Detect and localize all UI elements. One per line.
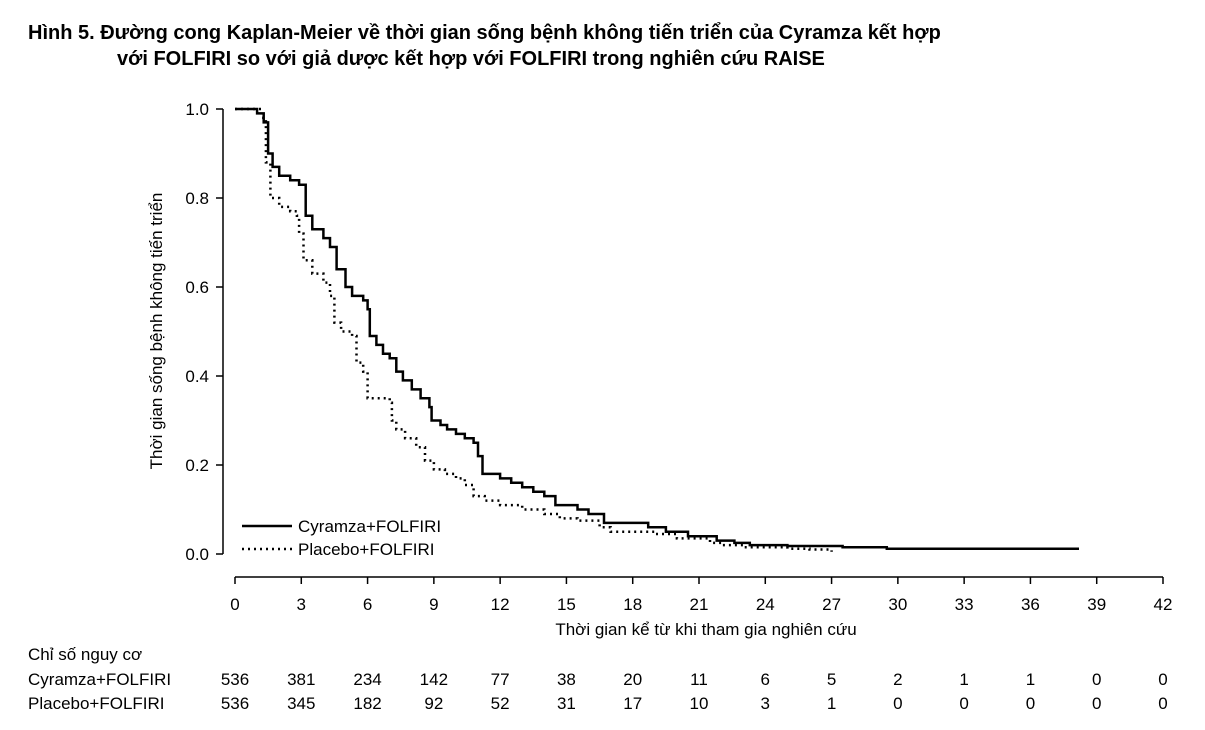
x-tick-label: 3 [297,595,306,614]
risk-value: 182 [353,694,382,713]
y-tick-label: 0.4 [185,367,209,386]
x-axis-label: Thời gian kể từ khi tham gia nghiên cứu [555,620,856,639]
risk-row-label-placebo: Placebo+FOLFIRI [28,694,165,713]
x-tick-label: 36 [1021,595,1040,614]
risk-value: 0 [1158,694,1168,713]
risk-value: 536 [220,694,250,713]
risk-value: 536 [220,670,250,689]
x-tick-label: 24 [756,595,775,614]
x-tick-label: 18 [623,595,642,614]
risk-value: 0 [1158,670,1168,689]
risk-value: 0 [893,694,903,713]
x-tick-label: 15 [557,595,576,614]
chart-curves [235,107,1079,552]
y-tick-label: 0.0 [185,545,209,564]
curve-placebo [235,107,833,552]
risk-value: 1 [1025,670,1036,689]
x-tick-label: 42 [1154,595,1173,614]
risk-value: 1 [826,694,837,713]
risk-value: 38 [556,670,576,689]
risk-value: 0 [959,694,969,713]
risk-value: 11 [690,670,708,689]
chart-legend: Cyramza+FOLFIRI Placebo+FOLFIRI [242,517,441,559]
x-tick-label: 27 [822,595,841,614]
y-tick-label: 0.8 [185,189,209,208]
y-tick-label: 0.6 [185,278,209,297]
y-axis-label: Thời gian sống bệnh không tiến triển [147,193,166,470]
chart-title-line-1: Hình 5. Đường cong Kaplan-Meier về thời … [28,22,941,44]
risk-value: 2 [893,670,903,689]
x-tick-label: 12 [491,595,510,614]
risk-value: 31 [556,694,576,713]
risk-value: 0 [1091,694,1102,713]
y-tick-label: 1.0 [185,100,209,119]
risk-value: 345 [287,694,316,713]
risk-value: 92 [424,694,444,713]
risk-value: 234 [353,670,382,689]
risk-value: 6 [760,670,771,689]
risk-value: 5 [826,670,837,689]
risk-row-label-cyramza: Cyramza+FOLFIRI [28,670,172,689]
x-tick-label: 6 [363,595,372,614]
legend-label-cyramza: Cyramza+FOLFIRI [298,517,441,536]
risk-table-header: Chỉ số nguy cơ [28,645,143,664]
risk-value: 142 [419,670,449,689]
x-tick-label: 0 [230,595,239,614]
x-tick-label: 33 [955,595,974,614]
chart-title-line-2: với FOLFIRI so với giả dược kết hợp với … [117,48,825,70]
risk-value: 52 [490,694,510,713]
risk-value: 0 [1091,670,1102,689]
risk-value: 17 [623,694,643,713]
chart-axes: 0.00.20.40.60.81.00 3 6 9 12 15 18 21 24 27 30 33 36… [185,100,1172,614]
x-tick-label: 21 [690,595,709,614]
risk-value: 20 [623,670,643,689]
curve-cyramza [235,107,1079,550]
y-tick-label: 0.2 [185,456,209,475]
x-tick-label: 39 [1087,595,1106,614]
risk-value: 10 [689,694,709,713]
risk-value: 3 [760,694,771,713]
risk-value: 77 [490,670,510,689]
x-tick-label: 9 [429,595,438,614]
risk-value: 0 [1025,694,1036,713]
risk-value: 1 [959,670,969,689]
risk-value: 381 [287,670,316,689]
legend-label-placebo: Placebo+FOLFIRI [298,540,435,559]
x-tick-label: 30 [888,595,907,614]
